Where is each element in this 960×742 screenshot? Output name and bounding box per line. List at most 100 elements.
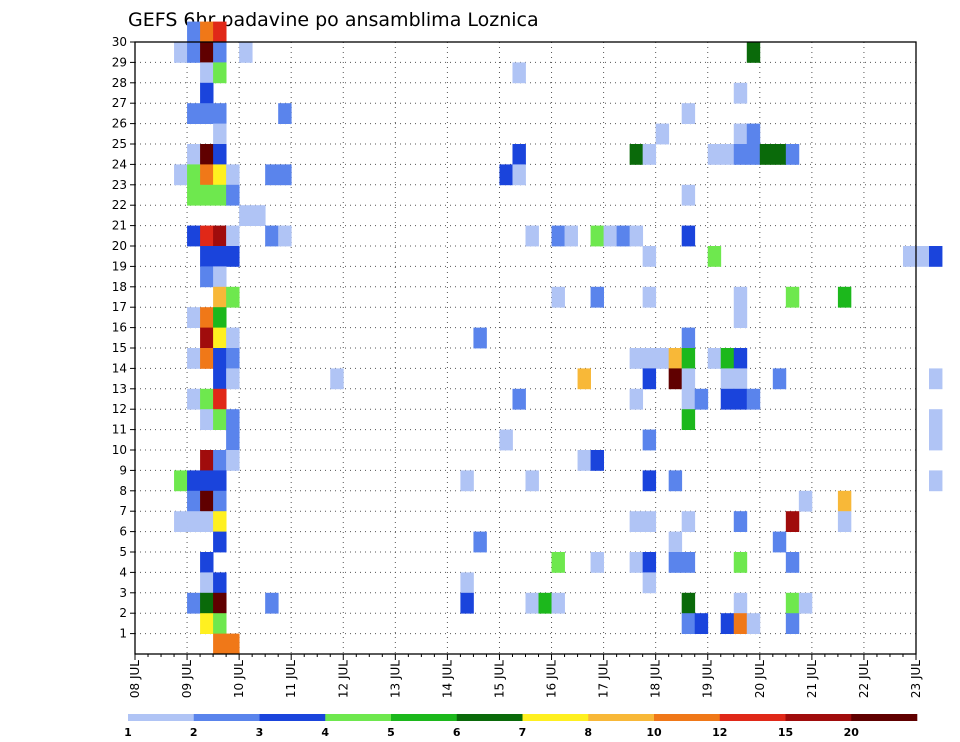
precip-cell [837,286,852,308]
precip-cell [681,511,696,532]
y-tick-label: 8 [119,484,127,498]
precip-cell [525,592,539,614]
precip-cell [512,164,526,186]
precip-cell [239,42,253,63]
precip-cell [200,613,214,634]
precip-cell [226,368,240,390]
precip-cell [681,103,696,124]
precip-cell [837,511,852,532]
precip-cell [226,348,240,369]
precip-cell [226,450,240,471]
precip-cell [590,225,604,247]
precip-cell [213,592,227,614]
precip-cell [681,348,696,369]
precip-cell [772,144,787,165]
precip-cell [200,409,214,430]
precip-cell [200,511,214,532]
precip-cell [187,225,201,247]
precip-cell [213,511,227,532]
precip-cell [200,307,214,328]
precip-cell [681,592,696,614]
y-tick-label: 12 [112,402,127,416]
precip-cell [200,164,214,186]
x-tick-label: 20 JUL [753,660,767,698]
precip-cell [733,552,748,573]
colorbar-swatch [193,714,260,721]
precip-cell [187,592,201,614]
y-tick-label: 20 [112,239,127,253]
precip-cell [187,21,201,43]
precip-cell [200,82,214,104]
precip-cell [577,368,591,390]
precip-cell [785,511,800,532]
precip-cell [213,164,227,186]
precip-cell [916,246,930,267]
colorbar-label: 20 [844,726,860,739]
precip-cell [694,388,709,410]
y-tick-label: 10 [112,443,127,457]
precip-cell [629,388,644,410]
precip-cell [642,429,657,451]
y-tick-label: 4 [119,565,127,579]
precip-cell [174,511,188,532]
precip-cell [590,286,604,308]
precip-cell [668,368,683,390]
precip-cell [200,450,214,471]
precip-cell [200,266,214,288]
precip-cell [187,511,201,532]
precip-cell [187,103,201,124]
precip-cell [239,205,253,226]
precip-cell [720,368,735,390]
precip-cell [681,613,696,634]
precip-cell [200,490,214,512]
precip-cell [525,225,539,247]
x-tick-label: 11 JUL [284,660,298,698]
precip-cell [681,552,696,573]
colorbar-swatch [522,714,589,721]
precip-cell [200,225,214,247]
precip-cell [668,552,683,573]
precip-cell [187,184,201,206]
precip-cell [213,123,227,145]
precip-cell [187,490,201,512]
x-tick-label: 12 JUL [336,660,350,698]
precip-cell [200,246,214,267]
x-tick-label: 21 JUL [805,660,819,698]
precip-cell [629,348,644,369]
precip-cell [200,470,214,492]
precip-cell [551,592,565,614]
precip-cell [278,225,292,247]
precip-cell [733,511,748,532]
precip-cell [525,470,539,492]
precip-cell [707,246,722,267]
precip-cell [278,103,292,124]
y-tick-label: 22 [112,198,127,212]
colorbar-label: 4 [321,726,329,739]
y-tick-label: 29 [112,55,127,69]
y-tick-label: 13 [112,382,127,396]
precip-cell [200,572,214,594]
precip-cell [213,266,227,288]
precip-cell [200,348,214,369]
precip-cell [460,470,474,492]
y-tick-label: 24 [112,157,127,171]
y-tick-label: 19 [112,259,127,273]
precip-cell [681,368,696,390]
precip-cell [213,348,227,369]
y-tick-label: 21 [112,219,127,233]
precip-cell [265,592,279,614]
precip-cell [174,42,188,63]
precip-cell [902,246,917,267]
precip-cell [200,103,214,124]
precip-cell [213,327,227,349]
precip-cell [746,613,761,634]
colorbar: 1 2 3 4 5 6 7 8 10 12 15 20 [124,714,918,739]
colorbar-swatch [391,714,458,721]
y-tick-label: 28 [112,76,127,90]
precip-cell [538,592,552,614]
colorbar-swatch [654,714,721,721]
precip-cell [603,225,618,247]
precip-cell [929,246,943,267]
precip-cell [929,429,943,451]
